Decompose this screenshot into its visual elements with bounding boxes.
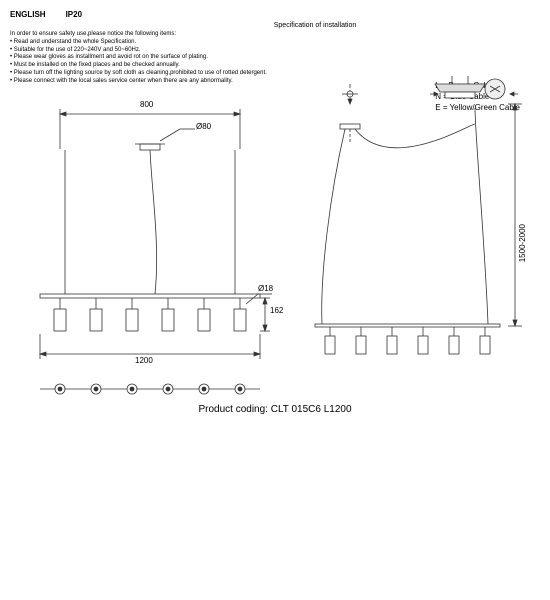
spec-item: • Suitable for the use of 220~240V and 5… (10, 47, 540, 55)
ip-rating: IP20 (66, 10, 82, 19)
dim-800: 800 (140, 100, 153, 109)
spec-sheet: ENGLISH IP20 Specification of installati… (0, 0, 550, 600)
dim-cable: 1500-2000 (518, 224, 527, 262)
dim-canopy: Ø80 (196, 122, 211, 131)
spec-item: • Please wear gloves as installment and … (10, 54, 540, 62)
spec-item: • Please turn off the lighting source by… (10, 70, 540, 78)
dim-stem: Ø18 (258, 284, 273, 293)
install-svg (310, 94, 530, 394)
language-label: ENGLISH (10, 10, 46, 19)
install-diagram: 1500-2000 (310, 94, 530, 454)
header: ENGLISH IP20 (10, 10, 540, 19)
diagram-area: 800 Ø80 Ø18 162 1200 (10, 94, 540, 474)
spec-intro: In order to ensure safety use,please not… (10, 31, 540, 39)
spec-body: In order to ensure safety use,please not… (10, 31, 540, 86)
spec-item: • Read and understand the whole Specific… (10, 39, 540, 47)
dim-1200: 1200 (135, 356, 153, 365)
dim-162: 162 (270, 306, 283, 315)
spec-title: Specification of installation (90, 22, 540, 29)
bottom-view-svg (40, 379, 270, 399)
product-code: Product coding: CLT 015C6 L1200 (198, 404, 351, 415)
elevation-diagram: 800 Ø80 Ø18 162 1200 (10, 94, 290, 454)
spec-item: • Must be installed on the fixed places … (10, 62, 540, 70)
